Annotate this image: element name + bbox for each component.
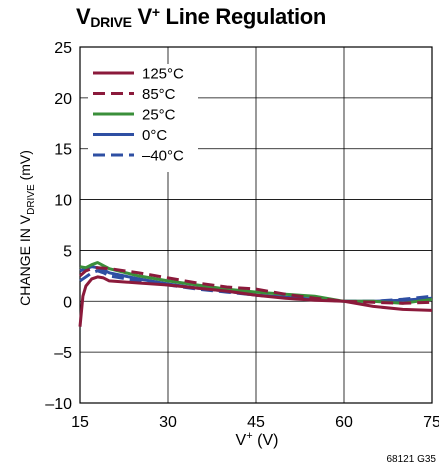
legend-background — [88, 64, 198, 172]
x-tick-label: 60 — [335, 414, 353, 431]
grid-lines — [79, 46, 433, 404]
legend-label: 25°C — [142, 107, 176, 124]
legend-label: 85°C — [142, 86, 176, 103]
x-tick-label: 15 — [71, 414, 89, 431]
y-tick-label: –5 — [54, 345, 72, 362]
y-tick-label: 25 — [54, 40, 72, 57]
y-tick-label: 10 — [54, 193, 72, 210]
series-lines — [78, 261, 433, 327]
legend-label: –40°C — [142, 148, 184, 165]
x-tick-label: 30 — [159, 414, 177, 431]
y-tick-label: 0 — [63, 294, 72, 311]
legend: 125°C 85°C 25°C 0°C –40°C — [88, 64, 198, 172]
y-tick-label: 15 — [54, 142, 72, 159]
legend-label: 0°C — [142, 127, 167, 144]
chart-title: VDRIVE V+ Line Regulation — [76, 4, 327, 30]
figure-code: 68121 G35 — [386, 454, 437, 465]
x-tick-label: 45 — [247, 414, 265, 431]
y-axis-label: CHANGE IN VDRIVE (mV) — [17, 150, 37, 306]
y-tick-label: –10 — [45, 396, 72, 413]
tick-labels: –10 –5 0 5 10 15 20 25 15 30 45 60 75 — [45, 40, 439, 431]
x-tick-label: 75 — [423, 414, 439, 431]
legend-label: 125°C — [142, 66, 184, 83]
y-tick-label: 20 — [54, 91, 72, 108]
series-line — [78, 275, 433, 327]
y-tick-label: 5 — [63, 243, 72, 260]
x-axis-label: V+ (V) — [235, 429, 279, 450]
series-line — [79, 266, 433, 305]
plot-frame — [79, 46, 433, 404]
